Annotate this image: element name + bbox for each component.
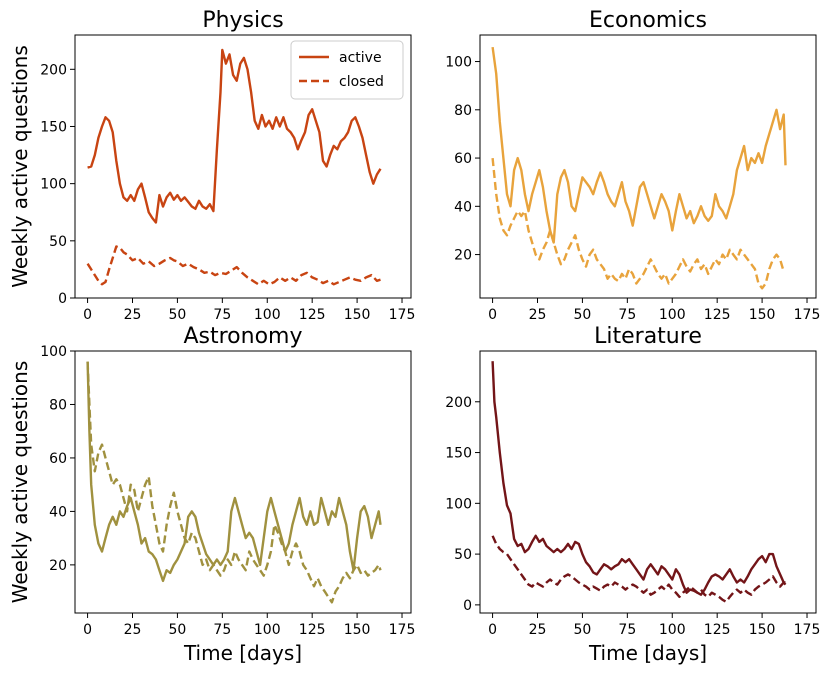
x-tick-label: 100 <box>254 622 281 638</box>
x-tick-label: 0 <box>488 622 497 638</box>
y-tick-label: 150 <box>445 446 472 462</box>
x-tick-label: 25 <box>529 622 547 638</box>
x-tick-label: 125 <box>299 622 326 638</box>
x-tick-label: 150 <box>749 307 776 323</box>
x-tick-label: 0 <box>83 307 92 323</box>
x-tick-label: 100 <box>254 307 281 323</box>
x-tick-label: 175 <box>389 307 416 323</box>
panel-title: Physics <box>202 8 283 33</box>
x-tick-label: 0 <box>83 622 92 638</box>
y-tick-label: 200 <box>445 395 472 411</box>
x-tick-label: 25 <box>124 622 142 638</box>
series-line-active <box>86 361 382 583</box>
y-axis-label: Weekly active questions <box>8 45 32 288</box>
y-tick-label: 40 <box>49 504 67 520</box>
x-tick-label: 125 <box>704 307 731 323</box>
series-line-active <box>87 48 382 224</box>
x-tick-label: 50 <box>169 307 187 323</box>
legend: active closed <box>290 40 404 100</box>
x-tick-label: 125 <box>704 622 731 638</box>
x-tick-label: 150 <box>344 307 371 323</box>
series-line-closed <box>491 535 786 603</box>
x-tick-label: 50 <box>574 307 592 323</box>
y-tick-label: 100 <box>40 344 67 360</box>
x-tick-label: 175 <box>389 622 416 638</box>
panel-economics: 0 25 50 75 100 125 150 175 20 40 60 80 100 Economics <box>445 8 820 323</box>
x-tick-label: 175 <box>794 622 821 638</box>
x-tick-label: 75 <box>618 307 636 323</box>
plot-frame <box>74 350 412 614</box>
y-tick-label: 200 <box>40 62 67 78</box>
y-tick-label: 50 <box>49 234 67 250</box>
y-tick-label: 20 <box>49 558 67 574</box>
x-tick-label: 175 <box>794 307 821 323</box>
y-tick-label: 80 <box>454 103 472 119</box>
plot-frame <box>74 34 412 299</box>
panel-astronomy: 0 25 50 75 100 125 150 175 20 40 60 80 100 Astronomy T… <box>8 324 415 665</box>
panel-literature: 0 25 50 75 100 125 150 175 0 50 100 150 200 Literatur… <box>445 324 820 665</box>
legend-label-closed: closed <box>339 74 384 90</box>
panel-title: Astronomy <box>183 324 302 349</box>
x-tick-label: 150 <box>344 622 371 638</box>
x-tick-label: 25 <box>529 307 547 323</box>
panel-physics: 0 25 50 75 100 125 150 175 0 50 100 150 200 Physics We… <box>8 8 415 323</box>
panel-title: Economics <box>589 8 707 33</box>
series-line-closed <box>86 245 381 286</box>
legend-label-active: active <box>339 50 382 66</box>
x-tick-label: 50 <box>574 622 592 638</box>
plot-frame <box>479 350 817 614</box>
y-tick-label: 60 <box>454 151 472 167</box>
series-line-closed <box>86 361 382 604</box>
y-axis-label: Weekly active questions <box>8 361 32 604</box>
y-tick-label: 50 <box>454 547 472 563</box>
x-axis-label: Time [days] <box>588 641 707 665</box>
y-tick-label: 0 <box>58 291 67 307</box>
series-line-active <box>491 361 787 596</box>
x-tick-label: 75 <box>618 622 636 638</box>
series-line-closed <box>491 157 785 290</box>
x-tick-label: 100 <box>659 622 686 638</box>
y-tick-label: 100 <box>445 496 472 512</box>
y-tick-label: 150 <box>40 119 67 135</box>
x-tick-label: 25 <box>124 307 142 323</box>
y-tick-label: 100 <box>40 177 67 193</box>
plot-frame <box>479 34 817 299</box>
y-tick-label: 20 <box>454 248 472 264</box>
x-tick-label: 100 <box>659 307 686 323</box>
x-tick-label: 150 <box>749 622 776 638</box>
panel-title: Literature <box>594 324 702 349</box>
y-tick-label: 60 <box>49 451 67 467</box>
series-line-active <box>491 46 787 244</box>
x-axis-label: Time [days] <box>183 641 302 665</box>
legend-box <box>290 40 404 100</box>
y-tick-label: 80 <box>49 397 67 413</box>
y-tick-label: 100 <box>445 55 472 71</box>
x-tick-label: 75 <box>213 307 231 323</box>
x-tick-label: 50 <box>169 622 187 638</box>
x-tick-label: 0 <box>488 307 497 323</box>
y-tick-label: 40 <box>454 199 472 215</box>
y-tick-label: 0 <box>463 598 472 614</box>
x-tick-label: 75 <box>213 622 231 638</box>
x-tick-label: 125 <box>299 307 326 323</box>
